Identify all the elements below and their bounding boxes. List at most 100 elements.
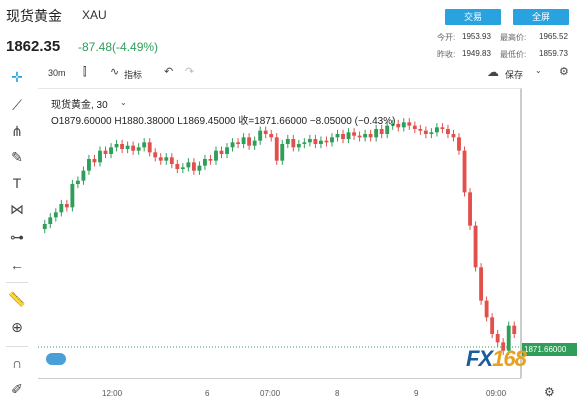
candle-body bbox=[191, 162, 196, 171]
settings-gear-icon[interactable]: ⚙ bbox=[559, 66, 569, 78]
candle-body bbox=[70, 184, 75, 208]
axis-settings-gear-icon[interactable]: ⚙ bbox=[544, 385, 555, 399]
candle-body bbox=[208, 159, 213, 161]
candle-body bbox=[153, 152, 158, 158]
toolbar-divider bbox=[6, 282, 28, 283]
candle-body bbox=[230, 142, 235, 148]
candle-body bbox=[352, 132, 356, 136]
candle-body bbox=[357, 135, 362, 138]
candle-body bbox=[512, 325, 517, 334]
candle-body bbox=[203, 159, 207, 166]
candle-body bbox=[197, 165, 202, 171]
trend-line-icon[interactable]: ⟋ bbox=[12, 97, 22, 113]
price-change: -87.48(-4.49%) bbox=[78, 40, 159, 54]
save-button[interactable]: 保存 bbox=[505, 70, 524, 80]
candle-body bbox=[125, 145, 130, 149]
candle-body bbox=[407, 122, 412, 126]
candle-body bbox=[296, 144, 301, 148]
lock-pencil-icon[interactable]: ✐ bbox=[11, 381, 23, 397]
candle-body bbox=[341, 134, 345, 139]
crosshair-icon[interactable]: ✛ bbox=[11, 69, 23, 85]
high-value: 1965.52 bbox=[539, 32, 568, 41]
candle-body bbox=[142, 142, 147, 148]
drawing-toolbar: ✛ ⟋ ⋔ ✎ T ⋈ ⊶ ← 📏 ⊕ ∩ ✐ bbox=[0, 64, 34, 403]
time-axis[interactable] bbox=[38, 378, 521, 404]
chart-panel[interactable] bbox=[38, 88, 521, 379]
candle-body bbox=[48, 217, 53, 224]
ohlc-readout: O1879.60000 H1880.38000 L1869.45000 收=18… bbox=[51, 116, 396, 127]
prev-close-value: 1949.83 bbox=[462, 49, 491, 58]
candle-style-icon[interactable]: ⫿ bbox=[83, 66, 87, 78]
candle-body bbox=[307, 139, 312, 143]
candle-body bbox=[446, 129, 450, 134]
high-label: 最高价: bbox=[500, 33, 527, 42]
interval-selector[interactable]: 30m bbox=[48, 68, 66, 78]
candle-body bbox=[285, 139, 290, 144]
candle-body bbox=[429, 132, 434, 134]
candle-body bbox=[247, 137, 252, 146]
time-tick: 09:00 bbox=[486, 389, 507, 398]
candle-body bbox=[462, 150, 467, 193]
cloud-icon[interactable]: ☁ bbox=[487, 65, 499, 79]
low-label: 最低价: bbox=[500, 50, 527, 59]
fib-tool-icon[interactable]: ⋔ bbox=[11, 123, 23, 139]
measure-icon[interactable]: ⊶ bbox=[10, 229, 24, 245]
time-tick: 12:00 bbox=[102, 389, 123, 398]
candle-body bbox=[252, 140, 257, 146]
trade-button[interactable]: 交易 bbox=[445, 9, 501, 25]
candle-body bbox=[412, 125, 417, 129]
candle-body bbox=[374, 129, 379, 138]
magnet-icon[interactable]: ∩ bbox=[11, 355, 23, 371]
candle-body bbox=[81, 170, 86, 181]
candle-body bbox=[169, 157, 174, 164]
brush-icon[interactable]: ✎ bbox=[11, 149, 23, 165]
candle-body bbox=[236, 142, 241, 144]
instrument-title: 现货黄金 bbox=[6, 8, 62, 24]
price-axis[interactable] bbox=[521, 88, 577, 378]
fullscreen-button[interactable]: 全屏 bbox=[513, 9, 569, 25]
series-legend-title: 现货黄金, 30 bbox=[51, 100, 108, 111]
candlestick-plot bbox=[38, 89, 521, 379]
candle-body bbox=[368, 134, 373, 138]
candle-body bbox=[302, 142, 307, 144]
text-tool-icon[interactable]: T bbox=[12, 175, 22, 191]
current-price: 1862.35 bbox=[6, 38, 61, 55]
candle-body bbox=[379, 129, 384, 134]
instrument-symbol: XAU bbox=[82, 8, 107, 22]
legend-chevron-icon[interactable]: ⌄ bbox=[120, 98, 127, 107]
pattern-icon[interactable]: ⋈ bbox=[10, 201, 24, 217]
back-arrow-icon[interactable]: ← bbox=[10, 257, 24, 273]
toolbar-divider bbox=[6, 346, 28, 347]
time-tick: 07:00 bbox=[260, 389, 281, 398]
time-tick: 8 bbox=[335, 389, 340, 398]
candle-body bbox=[263, 130, 268, 134]
candle-body bbox=[506, 325, 511, 351]
open-label: 今开: bbox=[437, 33, 456, 42]
candle-body bbox=[291, 139, 296, 148]
candle-body bbox=[258, 130, 263, 141]
candle-body bbox=[418, 129, 423, 131]
candle-body bbox=[175, 164, 180, 169]
cloud-badge-icon[interactable] bbox=[46, 353, 66, 365]
candle-body bbox=[109, 147, 113, 154]
candle-body bbox=[385, 125, 390, 134]
chevron-down-icon[interactable]: ⌄ bbox=[535, 66, 542, 75]
prev-close-label: 昨收: bbox=[437, 50, 456, 59]
candle-body bbox=[440, 127, 445, 129]
indicators-button[interactable]: 指标 bbox=[124, 70, 143, 80]
candle-body bbox=[53, 212, 58, 218]
zoom-in-icon[interactable]: ⊕ bbox=[11, 319, 23, 335]
candle-body bbox=[269, 134, 274, 138]
candle-body bbox=[164, 157, 169, 161]
undo-icon[interactable]: ↶ bbox=[164, 66, 174, 78]
candle-body bbox=[75, 180, 80, 184]
indicators-icon[interactable]: ∿ bbox=[110, 66, 120, 78]
candle-body bbox=[103, 150, 108, 154]
candle-body bbox=[490, 317, 495, 334]
candle-body bbox=[136, 147, 141, 151]
candle-body bbox=[120, 144, 125, 149]
redo-icon[interactable]: ↷ bbox=[185, 66, 195, 78]
candle-body bbox=[318, 140, 323, 144]
candle-body bbox=[225, 147, 229, 154]
ruler-icon[interactable]: 📏 bbox=[8, 291, 26, 307]
